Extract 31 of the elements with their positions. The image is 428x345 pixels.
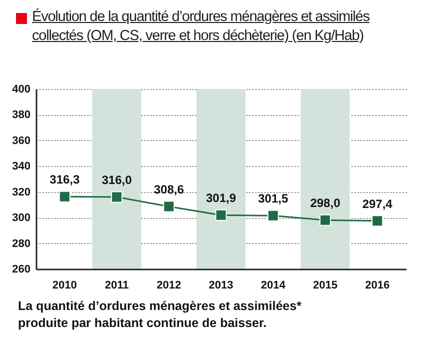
x-tick-label: 2015: [312, 280, 338, 292]
point: [267, 210, 279, 222]
x-tick-label: 2010: [52, 280, 77, 292]
y-tick-label: 300: [12, 212, 30, 224]
chart-title: Évolution de la quantité d’ordures ménagères et assimilés collectés (OM, CS, verre et hors déchèterie) (en Kg/Hab): [32, 8, 370, 46]
point: [58, 190, 70, 202]
y-tick-label: 400: [12, 84, 30, 96]
y-tick-label: 360: [12, 134, 30, 147]
y-tick-label: 320: [12, 186, 30, 198]
data-label: 301,9: [206, 191, 236, 206]
point: [163, 200, 175, 212]
point: [111, 191, 123, 203]
y-tick-label: 380: [12, 109, 30, 122]
y-tick-label: 280: [12, 238, 30, 250]
y-tick-label: 260: [12, 264, 30, 276]
data-label: 316,0: [102, 173, 132, 187]
data-label: 298,0: [310, 196, 341, 210]
point: [372, 215, 384, 227]
x-tick-label: 2013: [208, 280, 234, 292]
x-tick-label: 2016: [365, 280, 390, 292]
x-tick-label: 2014: [260, 280, 286, 292]
y-tick-label: 340: [12, 160, 30, 173]
x-tick-label: 2012: [156, 280, 182, 292]
data-label: 301,5: [258, 192, 288, 206]
point: [319, 214, 331, 226]
point: [215, 209, 227, 221]
data-label: 308,6: [154, 182, 184, 197]
x-tick-label: 2011: [104, 280, 129, 292]
text: La quantité d’ordures ménagères et assimilées* produite par habitant continue de baisser.: [18, 298, 302, 332]
data-label: 316,3: [50, 172, 80, 187]
data-label: 297,4: [362, 196, 393, 211]
